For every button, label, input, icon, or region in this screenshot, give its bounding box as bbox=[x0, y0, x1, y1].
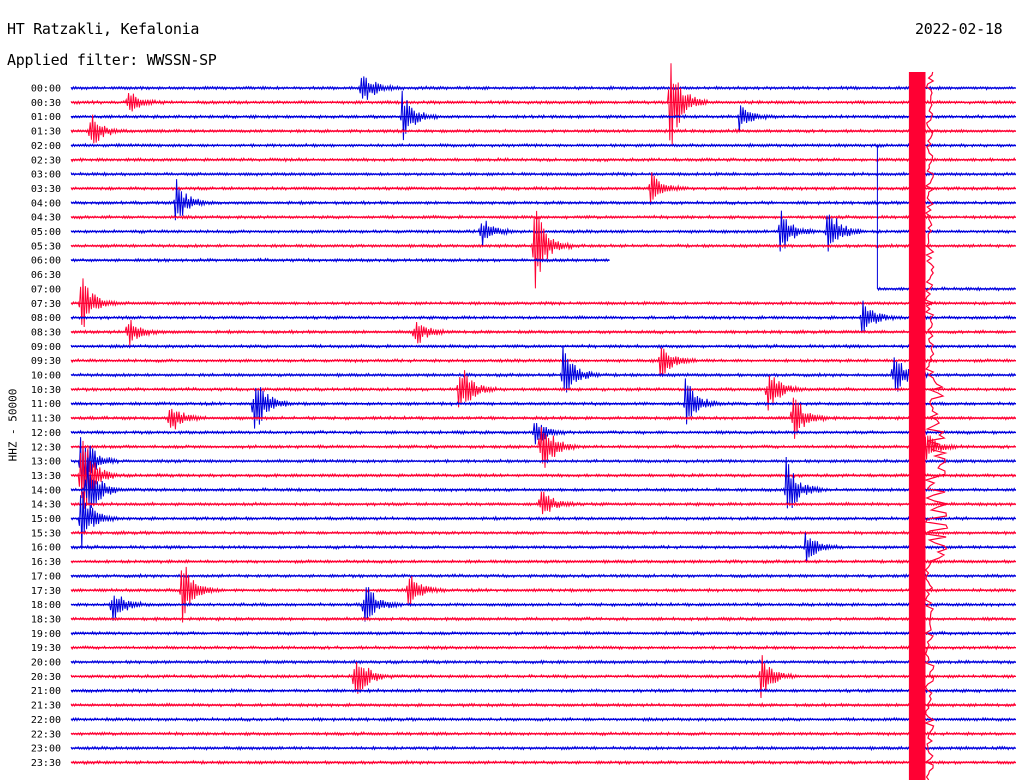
row-time-label: 06:00 bbox=[31, 256, 61, 267]
row-time-label: 16:30 bbox=[31, 557, 61, 568]
row-time-label: 23:00 bbox=[31, 744, 61, 755]
trace-line bbox=[70, 210, 1016, 289]
row-time-label: 10:30 bbox=[31, 385, 61, 396]
row-time-label: 09:00 bbox=[31, 342, 61, 353]
row-time-label: 02:30 bbox=[31, 155, 61, 166]
trace-line bbox=[70, 491, 1016, 515]
row-time-label: 04:00 bbox=[31, 198, 61, 209]
row-time-label: 12:00 bbox=[31, 428, 61, 439]
trace-line bbox=[70, 179, 1016, 221]
row-time-label: 03:30 bbox=[31, 184, 61, 195]
row-time-label: 14:00 bbox=[31, 485, 61, 496]
row-time-label: 20:30 bbox=[31, 672, 61, 683]
row-time-label: 21:00 bbox=[31, 686, 61, 697]
row-time-label: 19:00 bbox=[31, 629, 61, 640]
row-time-label: 11:00 bbox=[31, 399, 61, 410]
band-edge-trace bbox=[923, 71, 950, 780]
row-time-label: 15:00 bbox=[31, 514, 61, 525]
trace-line bbox=[70, 172, 1016, 204]
row-time-label: 06:30 bbox=[31, 270, 61, 281]
row-time-label: 16:00 bbox=[31, 543, 61, 554]
saturated-signal-band bbox=[908, 72, 926, 780]
trace-line bbox=[70, 345, 1016, 393]
row-time-label: 05:30 bbox=[31, 241, 61, 252]
row-time-label: 14:30 bbox=[31, 500, 61, 511]
row-time-label: 00:00 bbox=[31, 84, 61, 95]
row-time-label: 13:00 bbox=[31, 457, 61, 468]
trace-group bbox=[70, 63, 1016, 766]
row-time-label: 01:30 bbox=[31, 127, 61, 138]
row-time-label: 13:30 bbox=[31, 471, 61, 482]
trace-line bbox=[70, 114, 1016, 144]
row-time-label: 07:30 bbox=[31, 299, 61, 310]
row-time-label: 18:30 bbox=[31, 614, 61, 625]
row-time-label: 22:30 bbox=[31, 729, 61, 740]
row-time-label: 19:30 bbox=[31, 643, 61, 654]
row-time-label: 08:30 bbox=[31, 327, 61, 338]
row-time-label: 12:30 bbox=[31, 442, 61, 453]
row-time-label: 08:00 bbox=[31, 313, 61, 324]
row-time-label: 18:00 bbox=[31, 600, 61, 611]
plot-date: 2022-02-18 bbox=[915, 20, 1003, 38]
row-time-label: 10:00 bbox=[31, 371, 61, 382]
row-time-label: 01:00 bbox=[31, 112, 61, 123]
event-overlay bbox=[908, 71, 950, 780]
row-time-label: 22:00 bbox=[31, 715, 61, 726]
row-time-label: 20:00 bbox=[31, 658, 61, 669]
row-time-label: 11:30 bbox=[31, 414, 61, 425]
station-title: HT Ratzakli, Kefalonia bbox=[7, 20, 200, 38]
trace-line bbox=[70, 347, 1016, 376]
row-time-label: 09:30 bbox=[31, 356, 61, 367]
row-time-label: 21:30 bbox=[31, 701, 61, 712]
row-time-label: 23:30 bbox=[31, 758, 61, 769]
filter-label: Applied filter: WWSSN-SP bbox=[7, 51, 217, 69]
row-time-label: 07:00 bbox=[31, 284, 61, 295]
row-time-label: 04:30 bbox=[31, 213, 61, 224]
row-time-label: 03:00 bbox=[31, 170, 61, 181]
row-time-label: 15:30 bbox=[31, 528, 61, 539]
time-tick-labels: 00:00 00:30 01:00 01:30 02:00 02:30 03:00 03:30… bbox=[31, 84, 61, 769]
row-time-label: 02:00 bbox=[31, 141, 61, 152]
row-time-label: 17:30 bbox=[31, 586, 61, 597]
trace-line bbox=[70, 300, 1016, 334]
row-time-label: 05:00 bbox=[31, 227, 61, 238]
row-time-label: 00:30 bbox=[31, 98, 61, 109]
row-time-label: 17:00 bbox=[31, 571, 61, 582]
